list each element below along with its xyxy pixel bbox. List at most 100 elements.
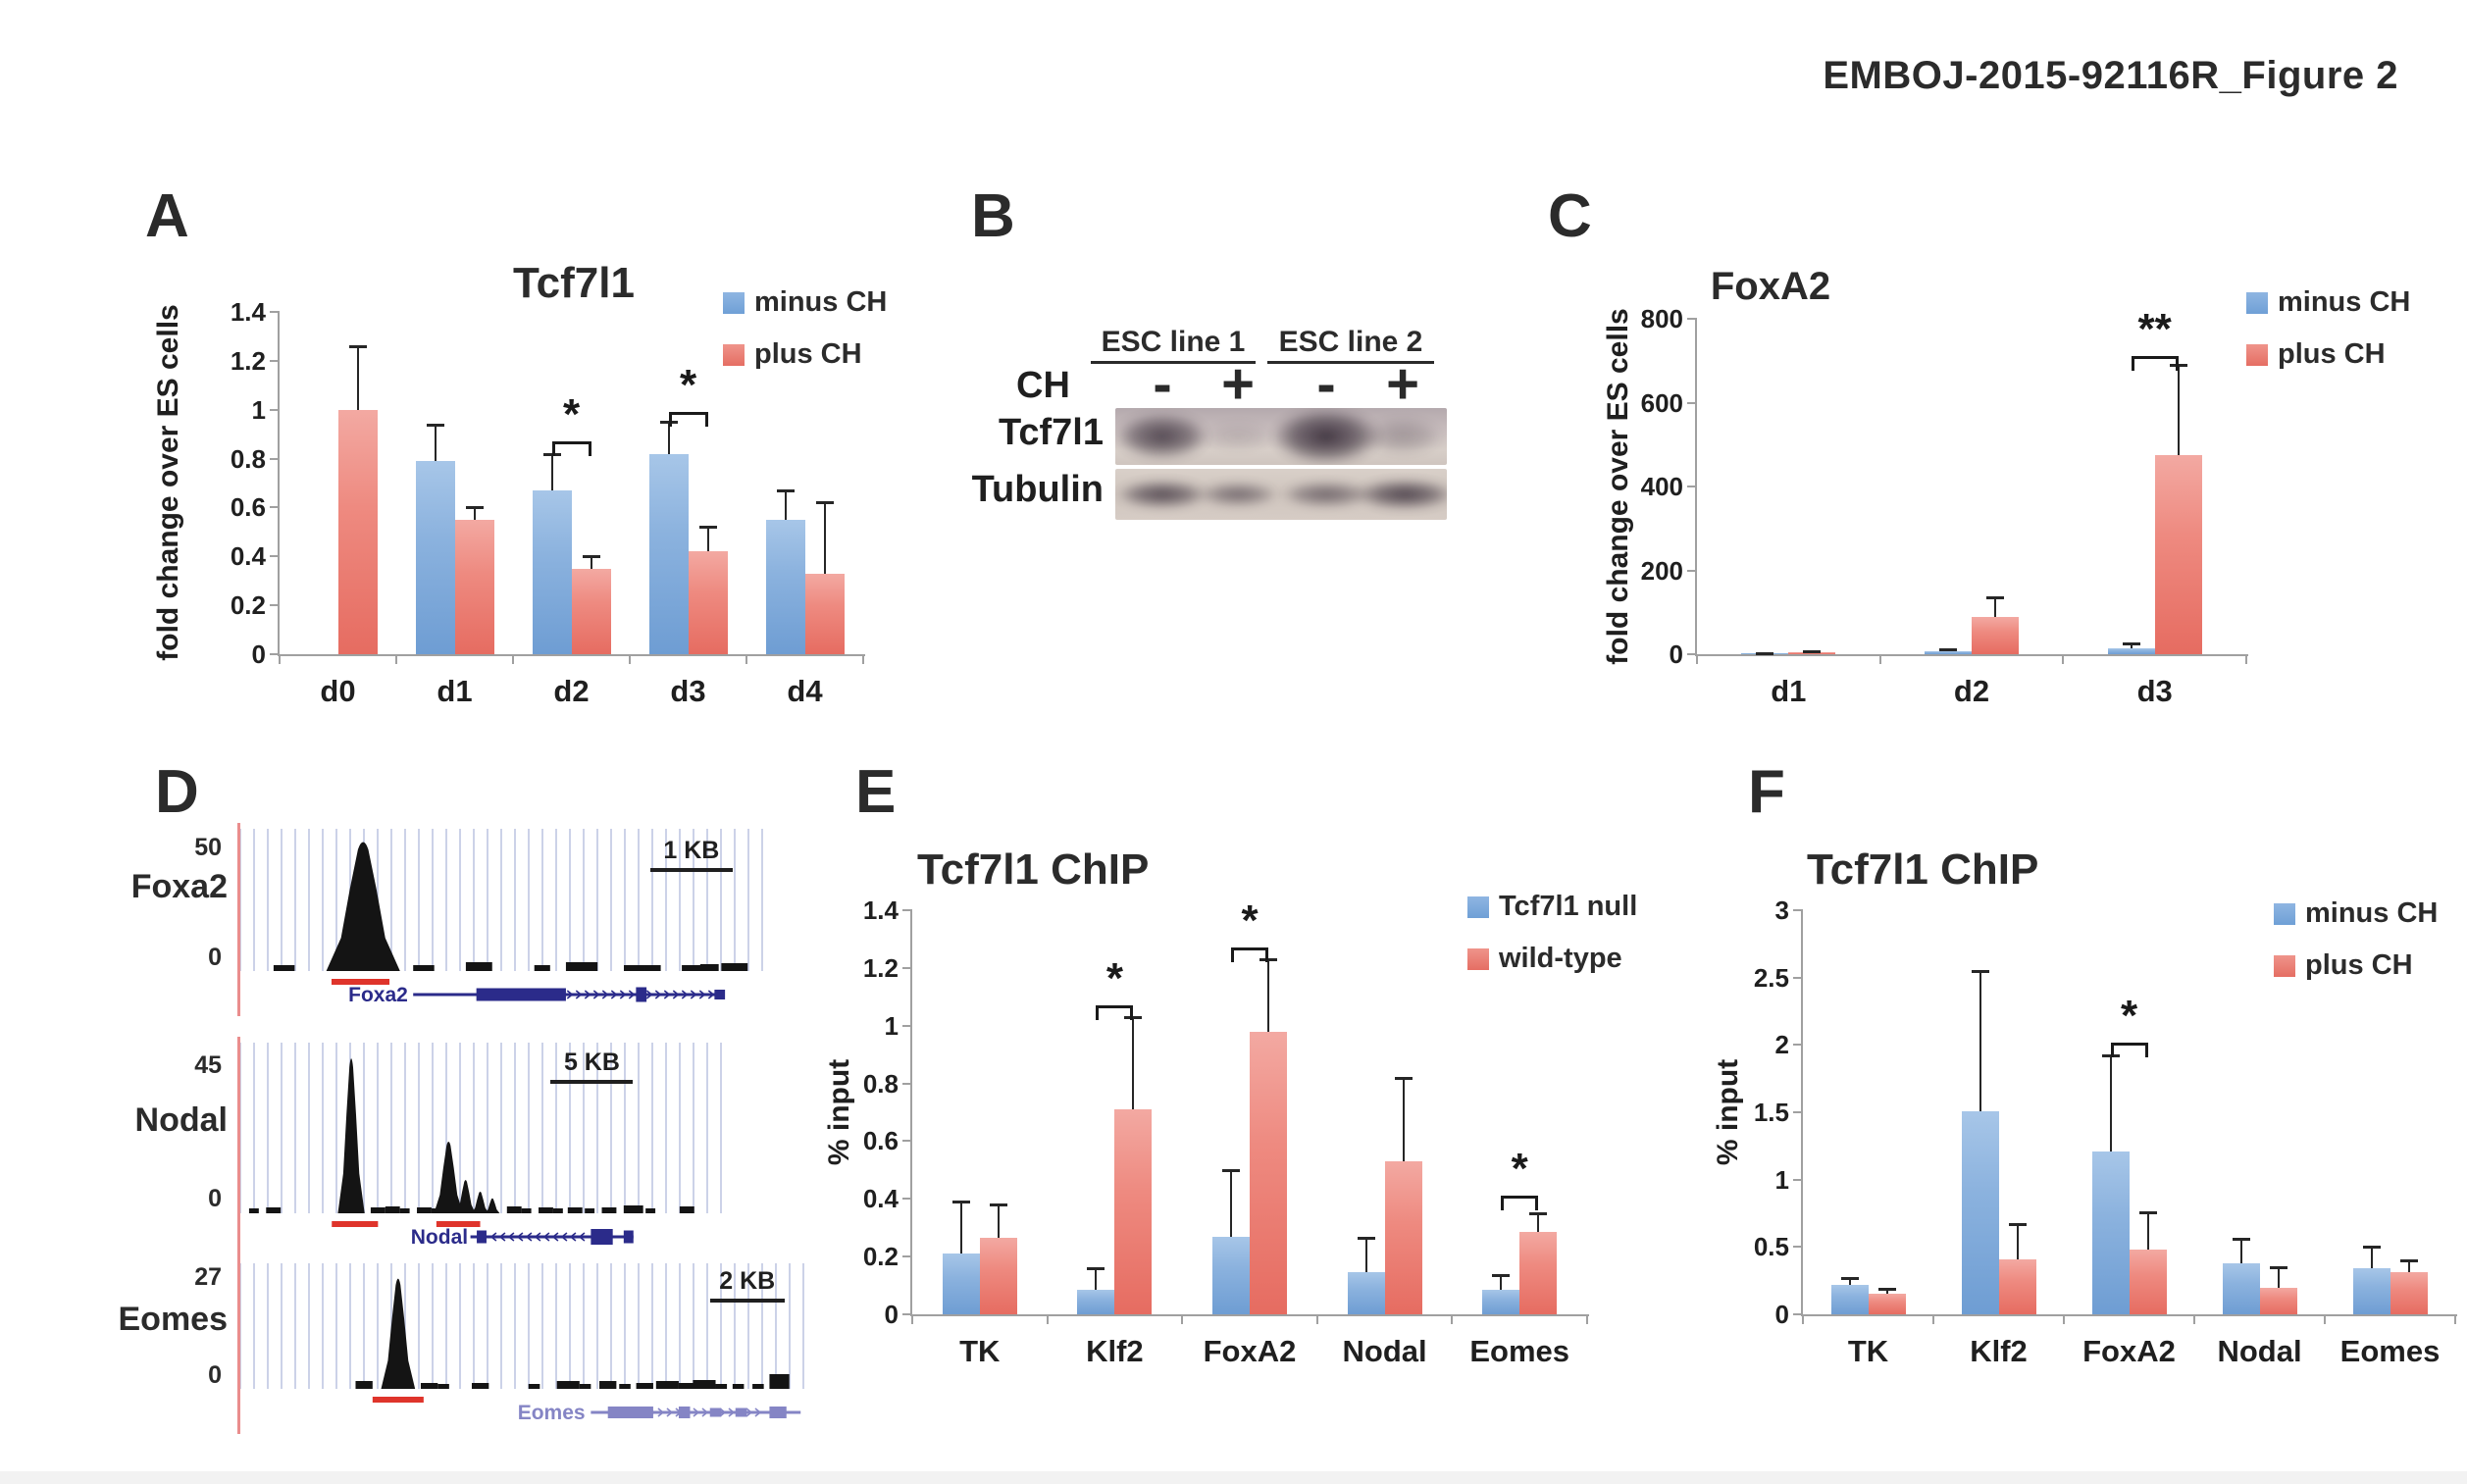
category-label-d3: d3 — [2136, 674, 2173, 708]
bar-a-d3-red — [688, 551, 728, 654]
y-tick-label: 1 — [251, 394, 266, 425]
chart-a-legend: minus CH plus CH — [723, 286, 887, 390]
chart-f-title: Tcf7l1 ChIP — [1807, 845, 2039, 894]
y-tick-mark — [1793, 1178, 1803, 1181]
significance-bracket-tick — [1130, 1005, 1134, 1021]
chart-f-plot-area: 0 0.5 1 1.5 2 2.5 3 TK Klf2 FoxA2 Nodal Eomes * — [1754, 896, 2457, 1368]
track-eomes-signal: 2 KB Eomes — [237, 1257, 806, 1434]
y-tick-mark — [1793, 1044, 1803, 1047]
error-bar-cap — [951, 1201, 970, 1204]
track-nodal-name: Nodal — [134, 1101, 228, 1139]
y-tick-label: 400 — [1640, 472, 1683, 501]
bar-e-nodal-red — [1384, 1161, 1422, 1314]
x-tick-mark — [512, 654, 514, 664]
significance-bracket — [1501, 1196, 1539, 1200]
bar-c-d2-red — [1972, 616, 2019, 654]
y-tick-mark — [902, 909, 912, 911]
error-bar — [2109, 1055, 2112, 1151]
track-nodal-zero: 0 — [208, 1185, 222, 1212]
legend-swatch-red — [723, 343, 745, 366]
y-tick-label: 200 — [1640, 555, 1683, 586]
blot-band — [1199, 483, 1277, 506]
error-bar-cap — [1124, 1015, 1143, 1019]
category-label-d3: d3 — [670, 674, 706, 708]
error-bar-cap — [776, 488, 795, 492]
category-label-tk: TK — [959, 1334, 1001, 1368]
track-left-axis — [237, 1257, 240, 1434]
error-bar-cap — [1394, 1076, 1413, 1080]
y-tick-mark — [902, 1313, 912, 1315]
blot-row-label-tubulin: Tubulin — [971, 469, 1104, 510]
x-tick-mark — [1046, 1314, 1049, 1324]
bar-a-d3-blue — [648, 453, 689, 654]
chart-e-plot-area: 0 0.2 0.4 0.6 0.8 1 1.2 1.4 TK Klf2 FoxA2 Nodal Eome… — [863, 896, 1589, 1368]
x-tick-mark — [2062, 654, 2065, 664]
chart-c-legend: minus CH plus CH — [2246, 286, 2410, 390]
bar-c-d3-blue — [2107, 648, 2155, 654]
track-graphics: Foxa2 — [273, 842, 748, 1006]
error-bar — [1537, 1213, 1540, 1233]
svg-text:Eomes: Eomes — [518, 1402, 586, 1424]
error-bar-cap — [1877, 1287, 1896, 1291]
significance-bracket — [1231, 947, 1268, 951]
legend-item: minus CH — [723, 286, 887, 319]
y-tick-mark — [270, 604, 280, 607]
track-graphics: Nodal — [248, 1058, 694, 1249]
category-label-nodal: Nodal — [1342, 1334, 1427, 1368]
y-tick-mark — [1687, 318, 1697, 320]
significance-bracket — [1096, 1005, 1134, 1009]
y-tick-label: 0 — [1669, 640, 1683, 669]
error-bar-cap — [1087, 1266, 1105, 1270]
legend-label: plus CH — [754, 338, 862, 370]
error-bar-cap — [2362, 1246, 2381, 1250]
track-foxa2-signal: 1 KB Foxa2 — [237, 823, 766, 1016]
y-tick-mark — [902, 1082, 912, 1085]
x-axis-line — [278, 654, 865, 656]
error-bar — [473, 507, 476, 520]
y-tick-mark — [902, 966, 912, 969]
y-tick-label: 0.8 — [862, 1068, 899, 1099]
category-label-d0: d0 — [320, 674, 356, 708]
error-bar-cap — [1971, 969, 1989, 973]
figure-title: EMBOJ-2015-92116R_Figure 2 — [1823, 54, 2398, 97]
category-label-d2: d2 — [553, 674, 590, 708]
error-bar-cap — [1840, 1276, 1859, 1280]
category-label-d2: d2 — [1953, 674, 1990, 708]
y-tick-label: 0 — [251, 640, 266, 669]
legend-item: plus CH — [2246, 338, 2410, 371]
y-tick-label: 0.8 — [230, 443, 266, 474]
legend-swatch-blue — [1467, 896, 1489, 918]
x-tick-mark — [1451, 1314, 1454, 1324]
category-label-foxa2: FoxA2 — [1203, 1334, 1297, 1368]
y-tick-mark — [1687, 486, 1697, 487]
error-bar — [2277, 1266, 2280, 1288]
legend-item: minus CH — [2274, 897, 2438, 930]
error-bar-cap — [1756, 651, 1774, 655]
error-bar-cap — [2122, 642, 2140, 646]
blot-band — [1117, 481, 1208, 508]
track-graphics: Eomes — [355, 1278, 801, 1424]
error-bar-cap — [698, 526, 717, 530]
y-axis-line — [910, 910, 912, 1316]
significance-bracket-tick — [1501, 1196, 1505, 1211]
x-axis-line — [910, 1314, 1589, 1316]
error-bar-cap — [465, 506, 484, 510]
error-bar-cap — [2232, 1238, 2250, 1242]
error-bar-cap — [815, 501, 834, 505]
legend-item: Tcf7l1 null — [1467, 891, 1637, 923]
error-bar — [1848, 1277, 1851, 1285]
page-bottom-edge — [0, 1471, 2467, 1484]
y-tick-label: 1 — [1774, 1164, 1789, 1195]
blot-lane2-plus-sign: + — [1221, 352, 1255, 416]
scale-bar — [709, 1299, 785, 1303]
legend-swatch-red — [2246, 343, 2268, 366]
scale-bar — [649, 868, 733, 872]
bar-e-klf2-red — [1114, 1109, 1153, 1314]
blot-band — [1363, 418, 1442, 455]
bar-c-d1-red — [1788, 651, 1836, 654]
legend-label: Tcf7l1 null — [1499, 891, 1638, 922]
error-bar — [2370, 1247, 2373, 1269]
x-tick-mark — [862, 654, 864, 664]
y-axis-line — [278, 312, 280, 656]
